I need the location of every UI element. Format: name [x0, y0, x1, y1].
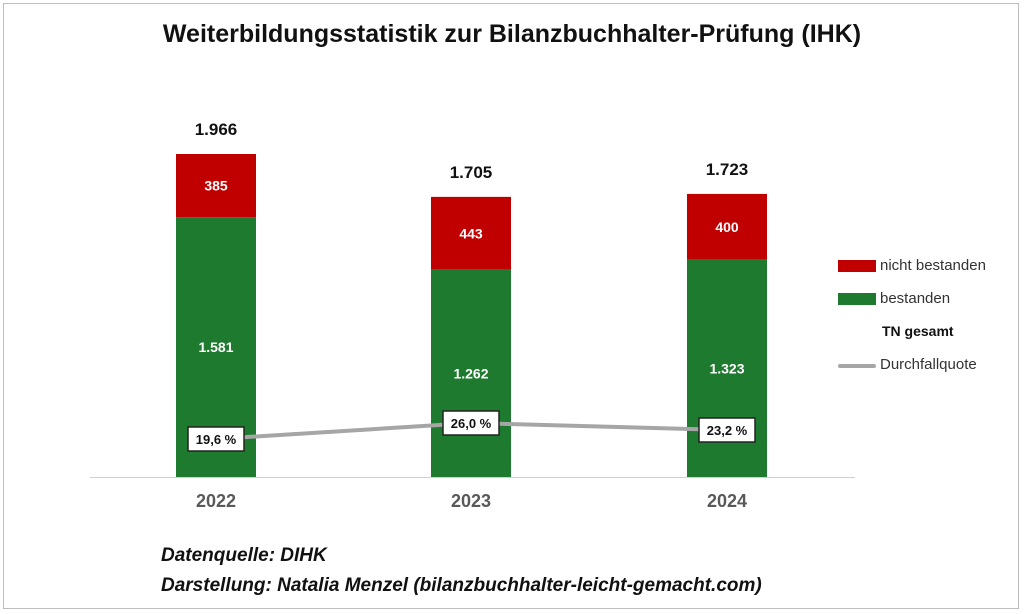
label-passed-2024: 1.323	[709, 360, 744, 376]
legend-swatch-failed	[838, 260, 876, 272]
bar-failed-2023	[431, 196, 511, 270]
legend-label-total: TN gesamt	[882, 323, 954, 339]
x-tick-2023: 2023	[451, 491, 491, 511]
label-failed-2023: 443	[459, 225, 483, 241]
legend-label-passed: bestanden	[880, 290, 951, 307]
rate-label-2024: 23,2 %	[707, 423, 748, 438]
legend-label-failed: nicht bestanden	[880, 257, 986, 274]
label-failed-2024: 400	[715, 219, 739, 235]
rate-label-box-2023	[442, 410, 500, 436]
label-passed-2023: 1.262	[453, 365, 488, 381]
x-tick-2024: 2024	[707, 491, 747, 511]
bar-failed-2022	[176, 154, 256, 218]
legend-item-failed: nicht bestanden	[836, 256, 1016, 276]
legend-item-total: TN gesamt	[836, 322, 1016, 342]
label-total-2024: 1.723	[706, 160, 749, 179]
label-total-2023: 1.705	[450, 163, 493, 182]
chart-title: Weiterbildungsstatistik zur Bilanzbuchha…	[162, 20, 862, 48]
rate-label-box-2022	[187, 426, 245, 452]
legend-label-rate: Durchfallquote	[880, 356, 977, 373]
x-tick-2022: 2022	[196, 491, 236, 511]
legend: nicht bestanden bestanden TN gesamt Durc…	[836, 256, 1016, 388]
source-line: Datenquelle: DIHK	[161, 545, 327, 566]
label-failed-2022: 385	[204, 178, 228, 194]
credit-line: Darstellung: Natalia Menzel (bilanzbuchh…	[161, 575, 762, 596]
legend-swatch-rate	[838, 364, 876, 368]
label-total-2022: 1.966	[195, 120, 238, 139]
legend-swatch-passed	[838, 293, 876, 305]
rate-label-box-2024	[698, 417, 756, 443]
bar-passed-2023	[431, 269, 511, 477]
rate-label-2023: 26,0 %	[451, 416, 492, 431]
legend-item-passed: bestanden	[836, 289, 1016, 309]
legend-item-rate: Durchfallquote	[836, 355, 1016, 375]
bar-failed-2024	[687, 193, 767, 260]
label-passed-2022: 1.581	[198, 339, 233, 355]
rate-label-2022: 19,6 %	[196, 432, 237, 447]
